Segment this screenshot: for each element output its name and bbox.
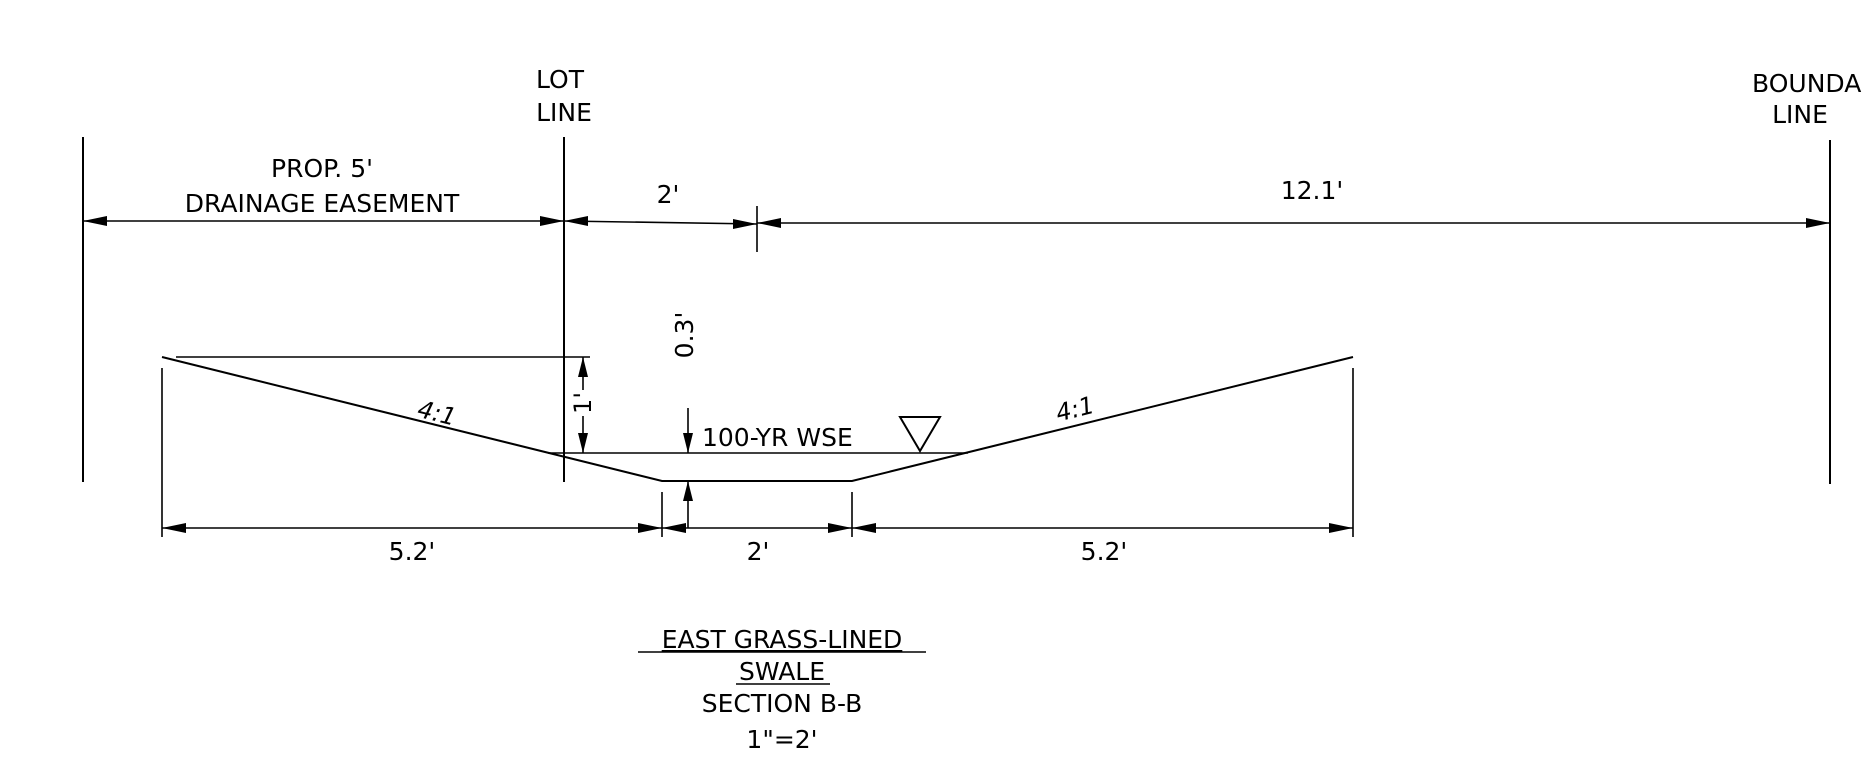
water-surface-triangle-icon xyxy=(898,416,942,453)
title-line-4: 1"=2' xyxy=(746,725,817,754)
left-slope-label: 4:1 xyxy=(415,395,459,432)
freeboard-arrow-top xyxy=(578,357,588,377)
title-line-3: SECTION B-B xyxy=(702,689,863,718)
flow-depth-arrow-top xyxy=(683,433,693,453)
bottom-arrow-3 xyxy=(662,523,686,533)
freeboard-label-mask xyxy=(569,390,595,416)
bottom-arrow-2 xyxy=(638,523,662,533)
easement-label-1: PROP. 5' xyxy=(271,154,373,183)
freeboard-arrow-bottom xyxy=(578,433,588,453)
title-line-2: SWALE xyxy=(739,657,825,686)
flow-depth-arrow-bottom xyxy=(683,481,693,501)
lot-line-label-2: LINE xyxy=(536,98,592,127)
swale-profile xyxy=(161,356,1354,482)
top-12ft-arrow-right xyxy=(1806,218,1830,228)
top-2ft-arrow-right xyxy=(733,219,757,229)
top-2ft-label: 2' xyxy=(657,180,680,209)
top-2ft-dimension-line xyxy=(563,220,758,225)
lot-line-label-1: LOT xyxy=(536,65,585,94)
depth-1ft-label: 1' xyxy=(569,392,597,414)
easement-arrow-left xyxy=(83,216,107,226)
top-2ft-arrow-left xyxy=(564,216,588,226)
bottom-right-width-label: 5.2' xyxy=(1081,537,1128,566)
easement-label-2: DRAINAGE EASEMENT xyxy=(185,189,460,218)
title-line-1: EAST GRASS-LINED xyxy=(662,625,903,654)
wse-label: 100-YR WSE xyxy=(702,423,853,452)
easement-arrow-right xyxy=(540,216,564,226)
depth-0-3ft-label: 0.3' xyxy=(670,312,699,359)
bottom-arrow-1 xyxy=(162,523,186,533)
bottom-arrow-6 xyxy=(1329,523,1353,533)
top-12ft-arrow-left xyxy=(757,218,781,228)
boundary-line-label-1: BOUNDA xyxy=(1752,69,1861,98)
top-12ft-label: 12.1' xyxy=(1281,176,1344,205)
bottom-width-label: 2' xyxy=(747,537,770,566)
boundary-line-label-2: LINE xyxy=(1772,100,1828,129)
bottom-arrow-4 xyxy=(828,523,852,533)
bottom-arrow-5 xyxy=(852,523,876,533)
bottom-left-width-label: 5.2' xyxy=(389,537,436,566)
